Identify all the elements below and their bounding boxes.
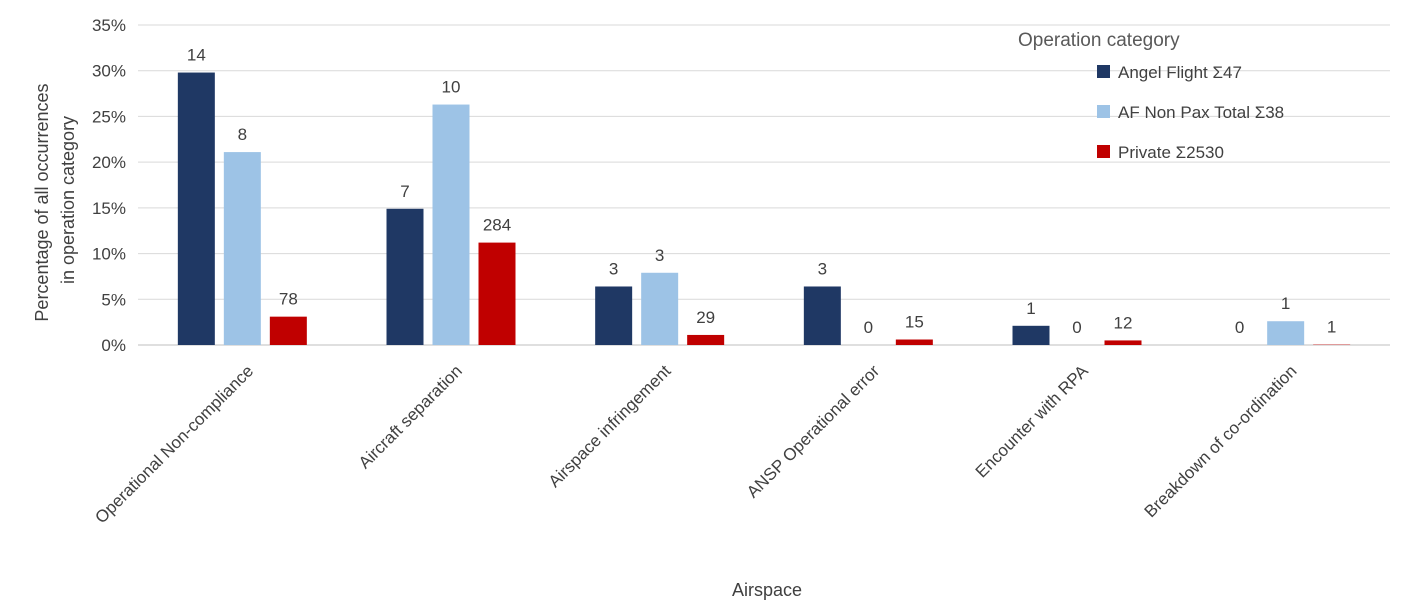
legend-swatch xyxy=(1097,105,1110,118)
bar xyxy=(687,334,725,345)
data-label: 8 xyxy=(238,125,247,144)
y-tick-label: 30% xyxy=(92,62,126,81)
data-label: 14 xyxy=(187,46,206,65)
y-tick-label: 35% xyxy=(92,16,126,35)
data-label: 7 xyxy=(400,182,409,201)
bar xyxy=(595,286,633,345)
bar xyxy=(269,316,307,345)
data-label: 78 xyxy=(279,290,298,309)
category-label: Aircraft separation xyxy=(355,361,466,472)
data-label: 10 xyxy=(442,78,461,97)
bar xyxy=(223,152,261,345)
bar xyxy=(895,339,933,345)
legend: Operation category Angel Flight Σ47 AF No… xyxy=(1018,30,1284,162)
bar xyxy=(177,72,215,346)
y-tick-label: 25% xyxy=(92,107,126,126)
bar xyxy=(1012,325,1050,345)
y-tick-label: 10% xyxy=(92,245,126,264)
bars xyxy=(177,72,1351,346)
data-label: 0 xyxy=(864,318,873,337)
bar xyxy=(1104,340,1142,345)
y-tick-label: 20% xyxy=(92,153,126,172)
data-label: 15 xyxy=(905,313,924,332)
data-label: 1 xyxy=(1327,318,1336,337)
x-axis-category-labels: Operational Non-compliance Aircraft separ… xyxy=(91,361,1300,527)
bar xyxy=(386,208,424,345)
category-label: Airspace infringement xyxy=(545,361,675,491)
x-axis-title: Airspace xyxy=(732,580,802,600)
category-label: ANSP Operational error xyxy=(743,361,883,501)
legend-entry: Angel Flight Σ47 xyxy=(1118,63,1242,82)
data-label: 29 xyxy=(696,308,715,327)
y-tick-label: 5% xyxy=(101,290,126,309)
data-label: 3 xyxy=(609,259,618,278)
bar xyxy=(478,242,516,345)
data-label: 284 xyxy=(483,216,511,235)
y-tick-label: 15% xyxy=(92,199,126,218)
bar xyxy=(432,104,470,346)
legend-swatch xyxy=(1097,65,1110,78)
legend-entry: Private Σ2530 xyxy=(1118,143,1224,162)
data-label: 1 xyxy=(1026,299,1035,318)
data-label: 0 xyxy=(1072,318,1081,337)
bar xyxy=(803,286,841,345)
y-axis-tick-labels: 0% 5% 10% 15% 20% 25% 30% 35% xyxy=(92,16,126,355)
category-label: Encounter with RPA xyxy=(972,361,1093,482)
legend-swatch xyxy=(1097,145,1110,158)
data-label: 0 xyxy=(1235,318,1244,337)
category-label: Operational Non-compliance xyxy=(91,361,257,527)
y-axis-title: Percentage of all occurrences in operati… xyxy=(32,78,78,321)
data-label: 3 xyxy=(655,246,664,265)
y-tick-label: 0% xyxy=(101,336,126,355)
category-label: Breakdown of co-ordination xyxy=(1141,361,1301,521)
legend-entry: AF Non Pax Total Σ38 xyxy=(1118,103,1284,122)
legend-title: Operation category xyxy=(1018,30,1180,51)
data-label: 12 xyxy=(1114,313,1133,332)
data-label: 1 xyxy=(1281,294,1290,313)
bar xyxy=(641,272,679,345)
y-axis-title-line-2: in operation category xyxy=(58,116,78,284)
data-label: 3 xyxy=(818,259,827,278)
bar xyxy=(1267,321,1305,345)
gridlines xyxy=(138,24,1390,346)
y-axis-title-line-1: Percentage of all occurrences xyxy=(32,83,52,321)
